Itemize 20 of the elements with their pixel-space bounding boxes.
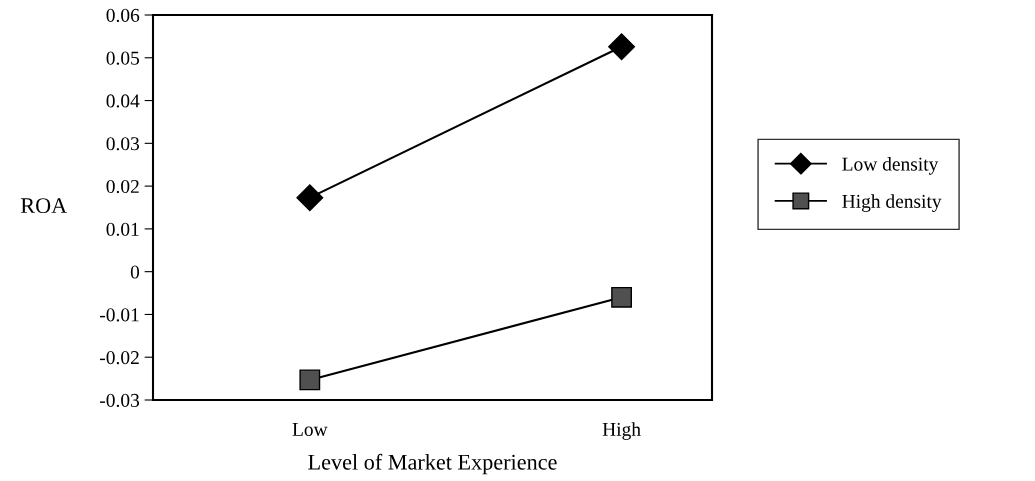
y-tick-label: 0.01 <box>106 222 139 236</box>
legend-label: High density <box>842 194 942 212</box>
x-axis-title: Level of Market Experience <box>308 453 557 475</box>
y-tick-label: 0 <box>130 265 140 279</box>
legend-label: Low density <box>842 156 939 175</box>
y-tick-label: 0.06 <box>106 8 140 23</box>
point <box>296 184 324 212</box>
y-tick-label: -0.03 <box>100 393 140 408</box>
point <box>299 369 321 391</box>
y-tick-label: -0.02 <box>100 351 139 365</box>
point <box>608 33 636 61</box>
x-tick-label: High <box>602 422 641 440</box>
point <box>611 286 633 308</box>
y-axis-title: ROA <box>20 198 68 214</box>
y-tick-label: 0.04 <box>106 94 140 108</box>
y-tick-label: 0.05 <box>106 51 140 65</box>
y-tick-label: 0.02 <box>106 179 139 194</box>
x-tick-label: Low <box>292 422 328 436</box>
y-tick-label: 0.03 <box>106 137 140 151</box>
y-tick-label: -0.01 <box>100 308 139 322</box>
